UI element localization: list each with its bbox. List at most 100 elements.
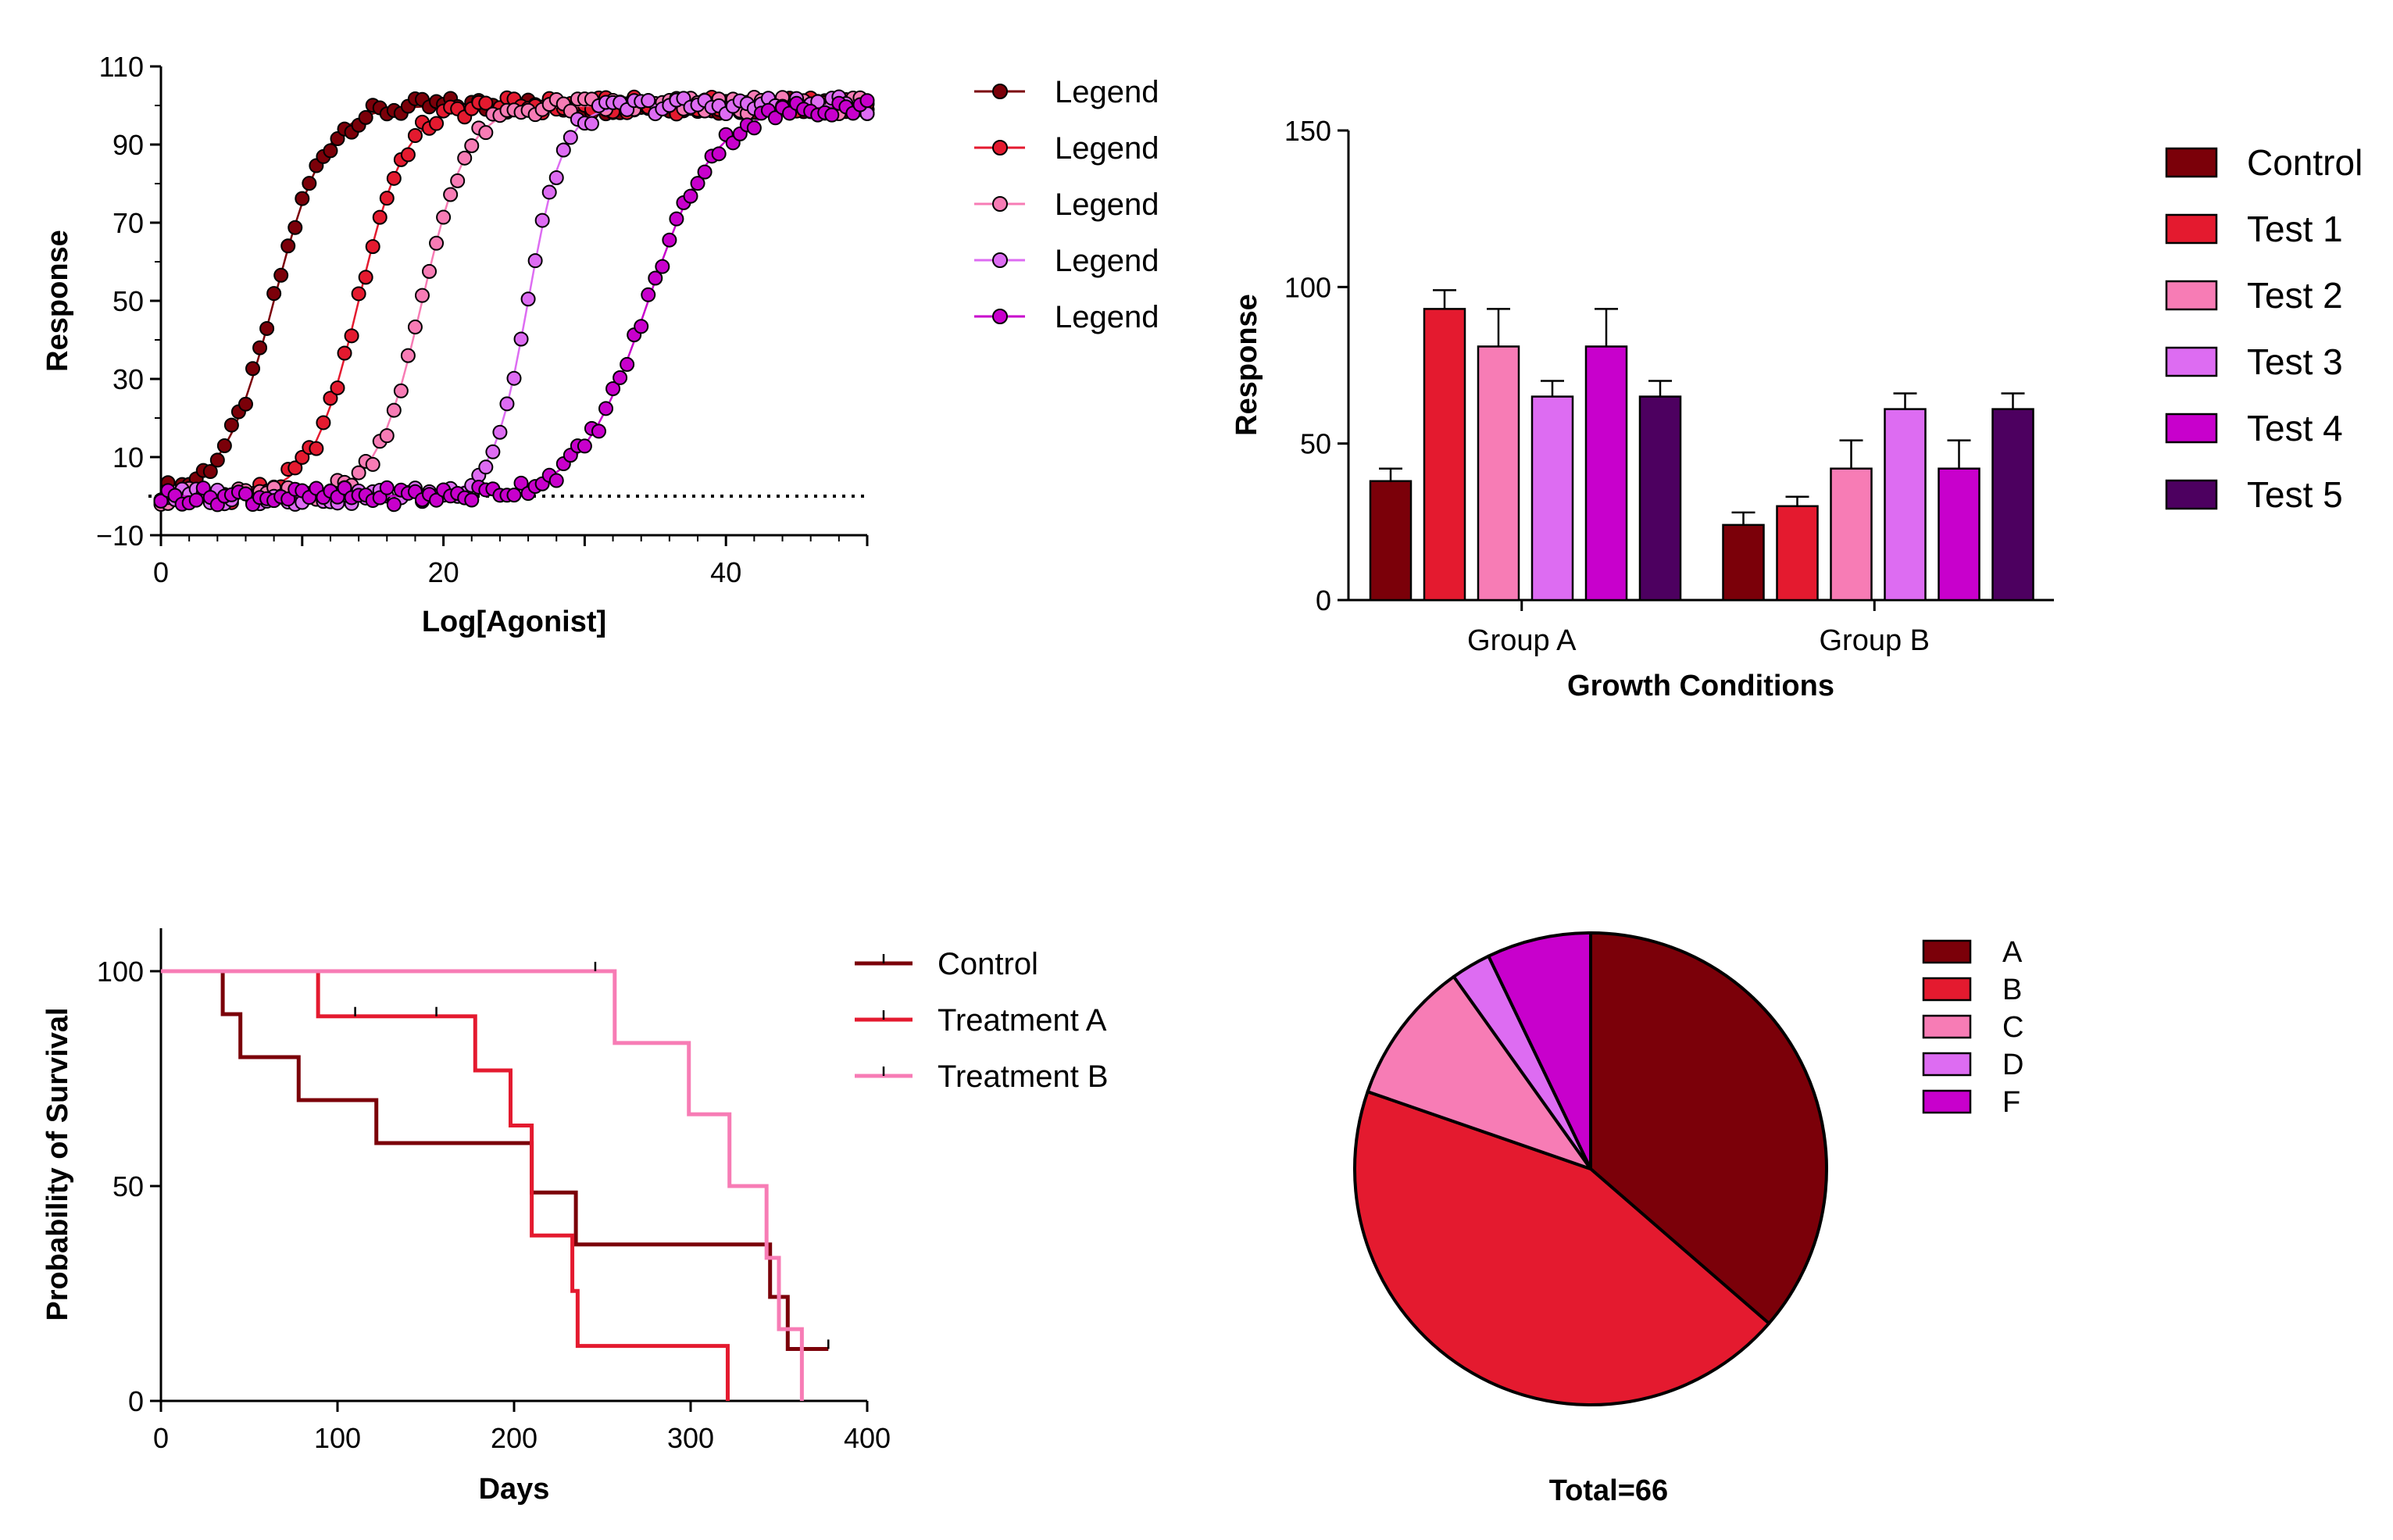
survival-x-ticks: 0 100 200 300 400 <box>153 1401 891 1454</box>
dose-point <box>711 146 727 162</box>
dose-point <box>450 173 466 188</box>
bar-legend-swatch <box>2165 213 2218 245</box>
dose-point <box>598 401 614 416</box>
bar-legend-label: Test 5 <box>2247 474 2343 515</box>
dose-x-ticks: 0 20 40 <box>153 535 869 588</box>
dose-point <box>541 184 557 200</box>
dose-legend-label: Legend <box>1055 188 1159 222</box>
dose-legend-marker <box>992 140 1008 155</box>
dose-point <box>245 361 261 377</box>
dose-point <box>641 287 656 302</box>
dose-point <box>238 396 253 412</box>
dose-point <box>223 417 239 433</box>
dose-legend-label: Legend <box>1055 244 1159 278</box>
dose-y-tick-label: 90 <box>113 129 144 161</box>
dose-point <box>613 370 628 385</box>
dose-point <box>422 263 438 279</box>
dose-point <box>513 331 529 347</box>
dose-point <box>153 493 169 509</box>
dose-point <box>683 188 698 204</box>
dose-point <box>386 170 402 186</box>
bar-y-axis-label: Response <box>1230 294 1263 436</box>
dose-point <box>485 444 501 459</box>
pie-slice-f <box>1487 931 1592 1170</box>
bar <box>1477 345 1520 602</box>
survival-chart: 0 50 100 0 100 200 300 400 Days Probability of… <box>41 928 1109 1506</box>
dose-point <box>641 93 656 109</box>
dose-y-ticks: −10 10 30 50 70 90 110 <box>96 51 161 552</box>
dose-point <box>492 424 508 440</box>
dose-point <box>513 475 529 491</box>
dose-point <box>782 105 798 121</box>
dose-point <box>407 128 423 144</box>
bar-legend-label: Test 1 <box>2247 209 2343 249</box>
dose-point <box>429 492 445 508</box>
survival-curve-1 <box>161 969 829 1351</box>
bar-legend-swatch <box>2165 413 2218 444</box>
pie-slice-a <box>1589 931 1828 1325</box>
dose-point <box>379 191 395 206</box>
bar-y-tick-label: 50 <box>1300 428 1331 460</box>
dose-point <box>478 125 494 141</box>
survival-curve-3 <box>161 969 804 1401</box>
dose-point <box>662 232 677 248</box>
dose-point <box>436 209 452 225</box>
survival-y-tick-label: 100 <box>97 956 144 988</box>
dose-point <box>259 320 275 336</box>
dose-series <box>153 89 875 513</box>
dose-point <box>584 116 599 131</box>
dose-curve-4 <box>161 104 867 498</box>
dose-point <box>527 253 543 269</box>
dose-point <box>464 492 480 508</box>
bar <box>1369 480 1413 602</box>
bar-legend-label: Test 2 <box>2247 275 2343 316</box>
bar <box>1991 408 2034 602</box>
bar-x-tick-label: Group A <box>1467 624 1577 657</box>
dose-point <box>443 187 459 202</box>
pie-legend-label: A <box>2002 936 2023 969</box>
dose-y-tick-label: 10 <box>113 441 144 473</box>
dose-point <box>295 449 310 465</box>
dose-point <box>429 116 445 131</box>
survival-y-ticks: 0 50 100 <box>97 956 161 1417</box>
dose-point <box>767 110 783 126</box>
pie-total-label: Total=66 <box>1549 1474 1668 1507</box>
dose-point <box>414 288 430 303</box>
dose-curve-2 <box>160 104 867 498</box>
dose-point <box>548 170 564 185</box>
bar <box>1830 467 1873 602</box>
survival-x-tick-label: 100 <box>314 1422 361 1454</box>
bar-series <box>1369 289 2034 602</box>
dose-point <box>591 423 606 439</box>
dose-point <box>351 465 366 481</box>
dose-legend-marker <box>992 196 1008 212</box>
dose-point <box>365 239 380 255</box>
survival-legend-label: Treatment B <box>938 1059 1109 1094</box>
bar-legend-label: Test 4 <box>2247 408 2343 448</box>
dose-point <box>202 464 218 480</box>
dose-point <box>365 456 380 472</box>
pie-legend-swatch <box>1922 1089 1972 1114</box>
bar-legend-swatch <box>2165 280 2218 311</box>
pie-legend-label: B <box>2002 974 2022 1006</box>
dose-response-chart: −10 10 30 50 70 90 110 0 20 40 Log[Agonist] Resp… <box>41 51 1159 638</box>
dose-point <box>309 441 324 456</box>
dose-x-tick-label: 40 <box>710 556 741 588</box>
dose-y-tick-label: 30 <box>113 363 144 395</box>
dose-point <box>188 492 204 508</box>
dose-point <box>605 381 621 396</box>
survival-legend-label: Treatment A <box>938 1003 1107 1038</box>
survival-x-tick-label: 200 <box>491 1422 538 1454</box>
dose-point <box>288 220 303 235</box>
dose-curve-3 <box>161 104 867 498</box>
dose-point <box>344 328 359 344</box>
bar <box>1938 467 1980 602</box>
dose-point <box>697 164 713 180</box>
dose-point <box>690 176 705 191</box>
bar-legend-label: Test 3 <box>2247 341 2343 382</box>
bar-legend-swatch <box>2165 346 2218 377</box>
dose-x-tick-label: 20 <box>428 556 459 588</box>
dose-point <box>393 383 409 398</box>
grouped-bar-chart: 0 50 100 150 Group A Group B Growth Conditio… <box>1230 115 2363 702</box>
dose-point <box>548 473 564 488</box>
